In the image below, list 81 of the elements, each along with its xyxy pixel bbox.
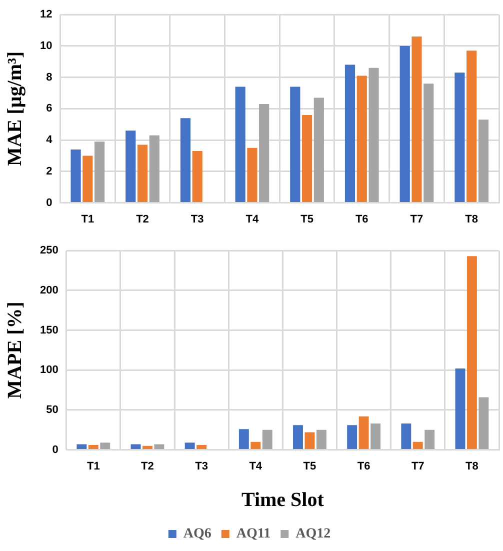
bar bbox=[126, 130, 136, 202]
x-tick-label: T5 bbox=[300, 213, 314, 226]
bar bbox=[370, 424, 380, 450]
y-tick-label: 4 bbox=[46, 134, 54, 146]
x-tick-label: T1 bbox=[86, 460, 100, 472]
bar bbox=[82, 156, 93, 202]
x-tick-label: T4 bbox=[249, 460, 263, 472]
bar bbox=[344, 64, 356, 202]
x-tick-label: T6 bbox=[355, 213, 368, 226]
legend-label: AQ11 bbox=[236, 526, 271, 542]
x-tick-label: T8 bbox=[465, 213, 478, 226]
bar bbox=[400, 46, 410, 202]
x-tick-label: T7 bbox=[410, 213, 424, 226]
y-tick-label: 250 bbox=[40, 244, 58, 257]
bar bbox=[235, 86, 246, 202]
x-tick-label: T3 bbox=[190, 213, 204, 226]
y-tick-label: 2 bbox=[46, 165, 52, 178]
bar bbox=[88, 445, 98, 450]
bar bbox=[314, 98, 324, 202]
bar bbox=[424, 430, 435, 450]
legend-label: AQ12 bbox=[296, 526, 331, 542]
bar bbox=[154, 444, 164, 450]
x-axis-title: Time Slot bbox=[241, 489, 324, 512]
bar bbox=[130, 444, 141, 450]
bar bbox=[76, 444, 87, 450]
bar bbox=[316, 430, 326, 450]
y-tick-label: 0 bbox=[46, 196, 52, 209]
bar bbox=[259, 104, 270, 202]
x-tick-label: T7 bbox=[411, 460, 424, 472]
bar bbox=[100, 442, 110, 450]
bar bbox=[304, 432, 315, 450]
legend-label: AQ6 bbox=[183, 526, 212, 542]
y-tick-label: 12 bbox=[40, 8, 52, 21]
bar bbox=[401, 424, 412, 450]
y-tick-label: 10 bbox=[40, 40, 52, 52]
y-tick-label: 0 bbox=[52, 444, 58, 456]
bar bbox=[412, 442, 423, 450]
y-tick-label: 150 bbox=[40, 324, 58, 336]
bar bbox=[466, 256, 477, 450]
bar bbox=[70, 149, 81, 202]
bar bbox=[466, 50, 477, 202]
bar bbox=[424, 84, 434, 202]
bar bbox=[247, 148, 258, 202]
bar bbox=[358, 416, 369, 450]
y-tick-label: 100 bbox=[40, 364, 58, 376]
y-tick-label: 50 bbox=[46, 404, 58, 416]
bar bbox=[455, 368, 466, 450]
bar bbox=[250, 442, 261, 450]
bar bbox=[412, 36, 422, 202]
bar bbox=[368, 68, 379, 202]
bar bbox=[184, 442, 195, 450]
y-tick-label: 200 bbox=[40, 284, 58, 296]
x-tick-label: T5 bbox=[303, 460, 316, 472]
x-tick-label: T2 bbox=[141, 460, 154, 472]
bar bbox=[137, 144, 148, 202]
x-tick-label: T8 bbox=[466, 460, 478, 472]
bar bbox=[302, 114, 312, 202]
bar bbox=[142, 446, 152, 450]
bar bbox=[192, 151, 202, 202]
bar bbox=[149, 135, 160, 202]
bar bbox=[196, 445, 207, 450]
bar bbox=[94, 142, 105, 202]
bar bbox=[478, 120, 489, 202]
y-axis-title: MAE [µg/m³] bbox=[4, 51, 26, 166]
bar bbox=[454, 72, 465, 202]
bar bbox=[180, 118, 191, 202]
x-tick-label: T2 bbox=[136, 213, 149, 226]
bar bbox=[478, 397, 489, 450]
x-tick-label: T6 bbox=[357, 460, 370, 472]
bar bbox=[262, 430, 272, 450]
bar bbox=[293, 425, 303, 450]
y-tick-label: 6 bbox=[46, 102, 52, 115]
bar bbox=[347, 425, 358, 450]
x-tick-label: T3 bbox=[195, 460, 208, 472]
y-axis-title: MAPE [%] bbox=[4, 302, 26, 399]
bar bbox=[356, 76, 367, 202]
x-tick-label: T4 bbox=[246, 213, 260, 226]
x-tick-label: T1 bbox=[81, 213, 94, 226]
bar bbox=[238, 429, 249, 450]
bar bbox=[290, 86, 300, 202]
y-tick-label: 8 bbox=[46, 71, 52, 84]
